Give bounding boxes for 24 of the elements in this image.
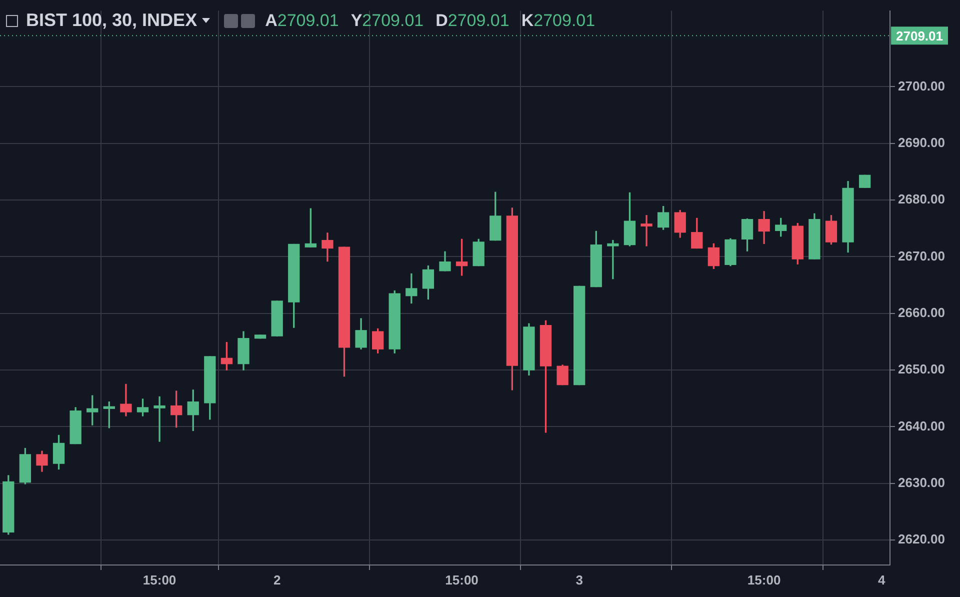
annotation: A2709.01: [265, 10, 339, 30]
x-tick-label: 2: [273, 572, 281, 588]
y-tick-label: 2640.00: [898, 418, 945, 434]
x-tick-label: 15:00: [445, 572, 478, 588]
candlestick: [640, 215, 652, 246]
chart-title: BIST 100, 30, INDEX: [26, 10, 198, 31]
candlestick: [607, 240, 619, 280]
y-tick-label: 2680.00: [898, 192, 945, 207]
y-tick-label: 2690.00: [898, 134, 945, 150]
annotation: K2709.01: [521, 10, 596, 30]
annotation: D2709.01: [436, 10, 510, 30]
y-tick-label: 2700.00: [898, 78, 945, 94]
annotation: Y2709.01: [350, 10, 424, 30]
y-tick-label: 2620.00: [898, 532, 945, 547]
y-tick-label: 2650.00: [898, 362, 945, 377]
x-tick-label: 4: [878, 572, 886, 588]
y-tick-label: 2660.00: [898, 304, 945, 320]
y-tick-label: 2670.00: [898, 248, 945, 264]
x-tick-label: 15:00: [747, 572, 781, 588]
x-tick-label: 3: [576, 572, 583, 588]
x-tick-label: 15:00: [142, 572, 176, 588]
y-tick-label: 2630.00: [898, 474, 945, 490]
candlestick: [154, 396, 166, 442]
ref-line-label: 2709.01: [896, 28, 943, 44]
